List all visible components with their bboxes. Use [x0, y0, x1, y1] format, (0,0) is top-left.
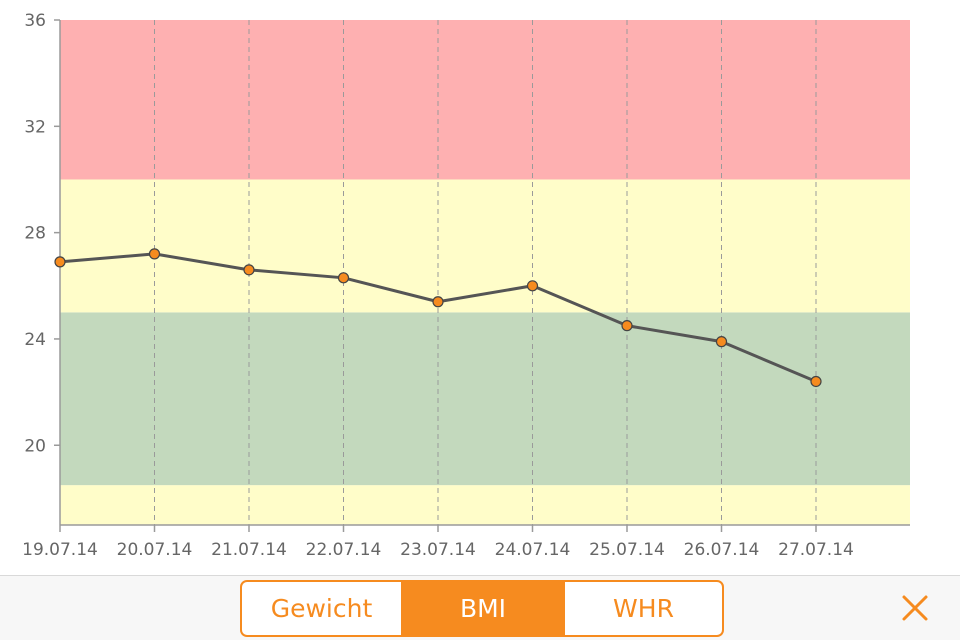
x-tick-label: 26.07.14	[684, 540, 760, 560]
x-tick-label: 21.07.14	[211, 540, 287, 560]
x-tick-label: 24.07.14	[495, 540, 571, 560]
data-point	[337, 272, 350, 284]
data-point	[810, 375, 822, 388]
y-tick-label: 28	[24, 224, 46, 244]
y-tick-label: 20	[24, 436, 46, 456]
x-tick-label: 20.07.14	[117, 540, 193, 560]
x-tick-label: 23.07.14	[400, 540, 476, 560]
range-band-0	[60, 485, 910, 525]
data-point	[621, 320, 633, 332]
close-icon	[902, 595, 928, 621]
data-point	[432, 296, 444, 308]
x-tick-label: 25.07.14	[589, 540, 665, 560]
x-tick-label: 22.07.14	[306, 540, 382, 560]
data-point	[715, 336, 728, 348]
tab-bmi[interactable]: BMI	[401, 582, 565, 635]
chart-type-segmented-control: Gewicht BMI WHR	[240, 580, 724, 637]
tab-gewicht[interactable]: Gewicht	[270, 594, 373, 623]
chart-svg: 20 24 28 32 36 19.07.14 20.07.14 21.07.14 22.07.…	[22, 11, 910, 560]
x-tick-label: 27.07.14	[778, 540, 854, 560]
data-point	[243, 264, 255, 276]
data-point	[148, 248, 161, 260]
bmi-chart: 20 24 28 32 36 19.07.14 20.07.14 21.07.14 22.07.…	[22, 11, 910, 560]
y-tick-label: 24	[24, 330, 46, 350]
bottom-toolbar: Gewicht BMI WHR	[0, 575, 960, 640]
range-band-3	[60, 20, 910, 180]
data-point	[54, 256, 66, 268]
y-tick-label: 32	[24, 117, 46, 137]
y-tick-label: 36	[24, 11, 46, 31]
range-band-1	[60, 312, 910, 486]
close-button[interactable]	[898, 591, 932, 625]
range-band-2	[60, 179, 910, 313]
x-tick-label: 19.07.14	[22, 540, 98, 560]
data-point	[526, 280, 539, 292]
tab-whr[interactable]: WHR	[613, 594, 674, 623]
